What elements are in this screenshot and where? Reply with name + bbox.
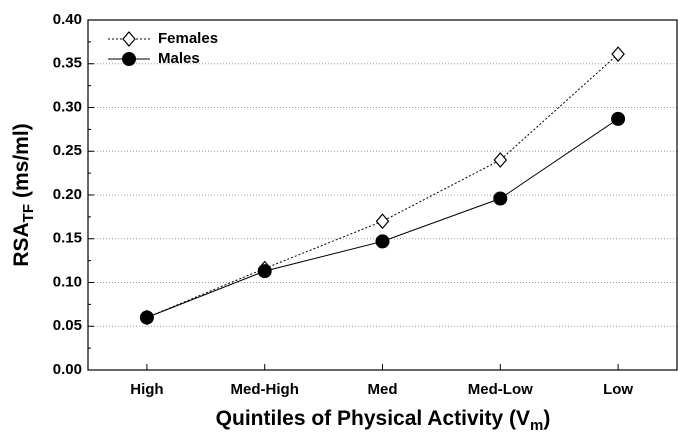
marker-diamond — [611, 46, 625, 63]
y-tick-label: 0.10 — [53, 273, 82, 290]
x-tick-label: Med-High — [231, 381, 299, 398]
series-line — [146, 53, 619, 318]
y-label-main: RSA — [10, 222, 33, 266]
marker-circle — [493, 191, 508, 206]
x-label-main: Quintiles of Physical Activity (V — [216, 407, 530, 430]
x-label-suffix: ) — [543, 407, 550, 430]
y-axis-label: RSATF (ms/ml) — [10, 123, 37, 266]
legend-label: Males — [158, 50, 200, 67]
y-tick-label: 0.30 — [53, 98, 82, 115]
marker-circle — [139, 310, 154, 325]
y-tick-label: 0.20 — [53, 186, 82, 203]
y-tick-label: 0.05 — [53, 317, 82, 334]
marker-circle — [611, 111, 626, 126]
y-tick-label: 0.40 — [53, 11, 82, 28]
marker-diamond — [375, 213, 390, 230]
y-tick-label: 0.35 — [53, 55, 82, 72]
y-tick-label: 0.00 — [53, 361, 82, 378]
x-label-subscript: m — [530, 417, 543, 433]
x-axis-label: Quintiles of Physical Activity (Vm) — [216, 407, 551, 433]
x-tick-label: Low — [603, 381, 633, 398]
x-tick-label: High — [130, 381, 163, 398]
y-label-subscript: TF — [20, 204, 37, 222]
x-tick-label: Med — [368, 381, 398, 398]
marker-diamond — [493, 152, 508, 168]
marker-diamond — [122, 31, 136, 47]
legend-label: Females — [158, 30, 218, 47]
marker-circle — [122, 52, 136, 66]
marker-circle — [257, 264, 272, 279]
y-tick-label: 0.25 — [53, 142, 82, 159]
y-label-suffix: (ms/ml) — [10, 123, 33, 198]
marker-circle — [375, 234, 390, 249]
y-tick-label: 0.15 — [53, 230, 82, 247]
x-tick-label: Med-Low — [468, 381, 533, 398]
